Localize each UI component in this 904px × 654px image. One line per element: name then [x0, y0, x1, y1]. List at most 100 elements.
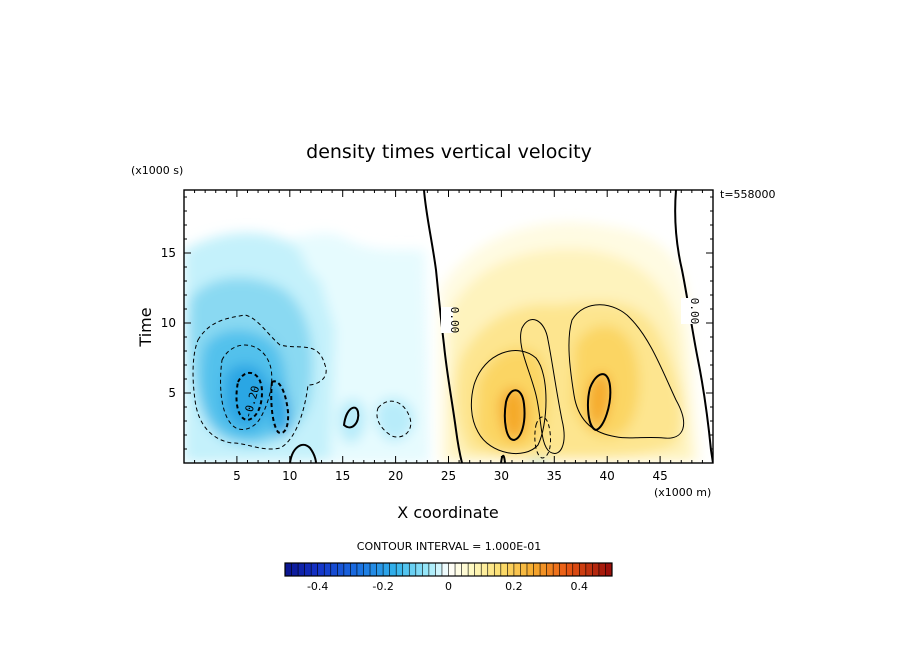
colorbar-cell	[572, 563, 580, 576]
colorbar-cell	[513, 563, 521, 576]
colorbar-cell	[455, 563, 462, 576]
zero-contour-left	[423, 190, 463, 463]
colorbar-cell	[396, 563, 404, 576]
x-axis-label: X coordinate	[397, 503, 498, 522]
colorbar-cell	[422, 563, 430, 576]
colorbar-cell	[343, 563, 351, 576]
x-tick-label: 35	[547, 469, 562, 483]
colorbar-cell	[298, 563, 305, 576]
colorbar-cell	[533, 563, 541, 576]
colorbar-ticks: -0.4 -0.2 0 0.2 0.4	[307, 580, 588, 593]
colorbar-cell	[415, 563, 423, 576]
zero-contour-base-left	[289, 443, 317, 463]
colorbar-cell	[559, 563, 567, 576]
colorbar-cell	[441, 563, 449, 576]
pos-contour-03	[568, 304, 685, 439]
colorbar-cell	[317, 563, 325, 576]
x-tick-label: 30	[494, 469, 509, 483]
colorbar-cell	[553, 563, 560, 576]
colorbar-cell	[291, 563, 299, 576]
x-tick-label: 15	[335, 469, 350, 483]
x-tick-label: 45	[652, 469, 667, 483]
colorbar-tick-label: 0.2	[505, 580, 523, 593]
colorbar-cell	[383, 563, 390, 576]
y-tick-label: 15	[161, 246, 176, 260]
pos-contour-04	[503, 389, 526, 442]
pos-contour-01	[470, 350, 547, 455]
y-axis-label: Time	[136, 307, 155, 347]
contour-interval-text: CONTOUR INTERVAL = 1.000E-01	[357, 540, 541, 553]
colorbar-cell	[546, 563, 554, 576]
colorbar-cell	[592, 563, 600, 576]
x-tick-label: 5	[233, 469, 241, 483]
x-tick-label: 40	[600, 469, 615, 483]
colorbar-cell	[448, 563, 456, 576]
contour-label-left: 0.00	[448, 307, 461, 334]
neg-contour-05	[376, 400, 412, 438]
colorbar-cell	[402, 563, 410, 576]
neg-contour-01	[192, 314, 327, 450]
colorbar-cell	[468, 563, 475, 576]
colorbar-cell	[389, 563, 397, 576]
colorbar-frame	[284, 562, 613, 577]
colorbar-cell	[428, 563, 436, 576]
colorbar	[284, 562, 613, 577]
time-annotation: t=558000	[720, 188, 776, 201]
positive-region	[440, 222, 700, 463]
colorbar-cell	[526, 563, 534, 576]
neg-contour-04	[270, 380, 290, 434]
colorbar-tick-label: 0.4	[571, 580, 589, 593]
contour-label-right: 0.00	[688, 298, 701, 325]
x-tick-label: 25	[441, 469, 456, 483]
colorbar-cell	[520, 563, 528, 576]
colorbar-cell	[585, 563, 593, 576]
colorbar-cell	[324, 563, 332, 576]
colorbar-cell	[579, 563, 587, 576]
colorbar-cell	[540, 563, 547, 576]
colorbar-cell	[311, 563, 318, 576]
x-tick-label: 20	[388, 469, 403, 483]
colorbar-cell	[330, 563, 338, 576]
chart-title: density times vertical velocity	[306, 141, 592, 163]
colorbar-cell	[409, 563, 417, 576]
x-tick-labels: 5 10 15 20 25 30 35 40 45	[233, 469, 668, 483]
y-axis-ticks	[184, 196, 713, 450]
neg-contour-06	[534, 416, 551, 459]
colorbar-cell	[356, 563, 364, 576]
neg-contour-02	[220, 344, 273, 430]
plot-area	[184, 190, 713, 463]
colorbar-cell	[474, 563, 482, 576]
x-axis-ticks	[194, 190, 703, 463]
colorbar-cell	[376, 563, 384, 576]
colorbar-cell	[435, 563, 443, 576]
y-tick-label: 10	[161, 316, 176, 330]
colorbar-cell	[304, 563, 312, 576]
y-tick-label: 5	[168, 386, 176, 400]
colorbar-cell	[500, 563, 508, 576]
pos-contour-05	[587, 373, 612, 432]
colorbar-cell	[598, 563, 606, 576]
colorbar-tick-label: -0.2	[372, 580, 393, 593]
x-tick-label: 10	[282, 469, 297, 483]
pos-contour-02	[520, 319, 565, 454]
colorbar-cell	[363, 563, 371, 576]
colorbar-cell	[507, 563, 515, 576]
colorbar-cell	[487, 563, 495, 576]
colorbar-cell	[350, 563, 358, 576]
colorbar-cell	[566, 563, 574, 576]
colorbar-cell	[370, 563, 377, 576]
colorbar-cell	[605, 563, 613, 576]
colorbar-tick-label: -0.4	[307, 580, 328, 593]
colorbar-cell	[494, 563, 502, 576]
negative-region	[184, 232, 552, 463]
x-units-label: (x1000 m)	[654, 486, 711, 499]
colorbar-cell	[461, 563, 469, 576]
colorbar-cell	[337, 563, 345, 576]
colorbar-tick-label: 0	[445, 580, 452, 593]
y-tick-labels: 5 10 15	[161, 246, 176, 400]
colorbar-cell	[285, 563, 292, 576]
colorbar-cell	[481, 563, 489, 576]
zero-contour-blob	[342, 406, 360, 429]
y-units-label: (x1000 s)	[131, 164, 183, 177]
